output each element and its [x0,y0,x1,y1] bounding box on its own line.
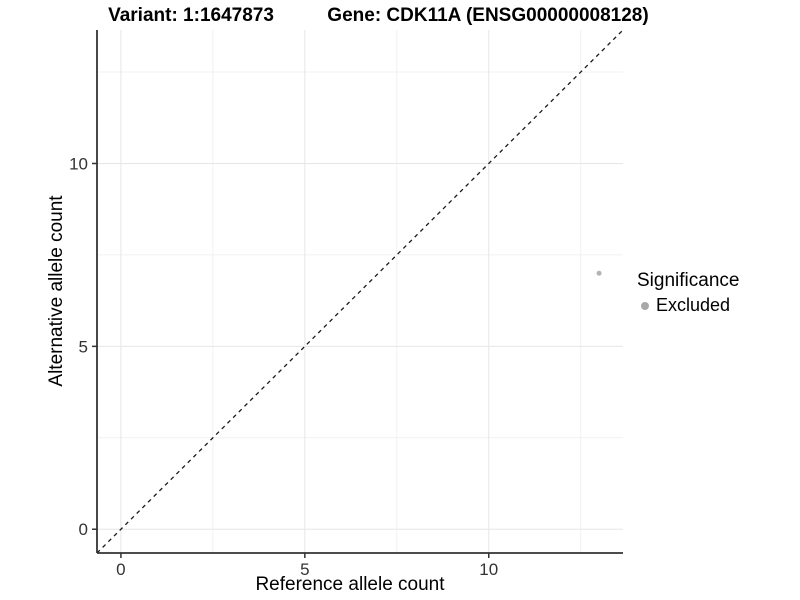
gene-title: Gene: CDK11A (ENSG00000008128) [327,5,649,26]
data-point [596,270,602,276]
variant-title: Variant: 1:1647873 [108,5,274,26]
identity-line [96,29,624,554]
y-tick-label: 10 [69,154,88,173]
x-tick-label: 5 [300,560,309,579]
x-tick-label: 0 [116,560,125,579]
legend: Significance Excluded [637,270,739,316]
x-tick-label: 10 [479,560,498,579]
legend-item-label: Excluded [656,295,731,315]
y-axis-title: Alternative allele count [46,195,67,387]
y-tick-label: 0 [79,520,88,539]
x-axis-title: Reference allele count [255,574,445,595]
y-tick-label: 5 [79,337,88,356]
legend-title: Significance [637,270,740,291]
legend-key-dot [641,301,649,310]
legend-item-excluded: Excluded [637,295,739,316]
